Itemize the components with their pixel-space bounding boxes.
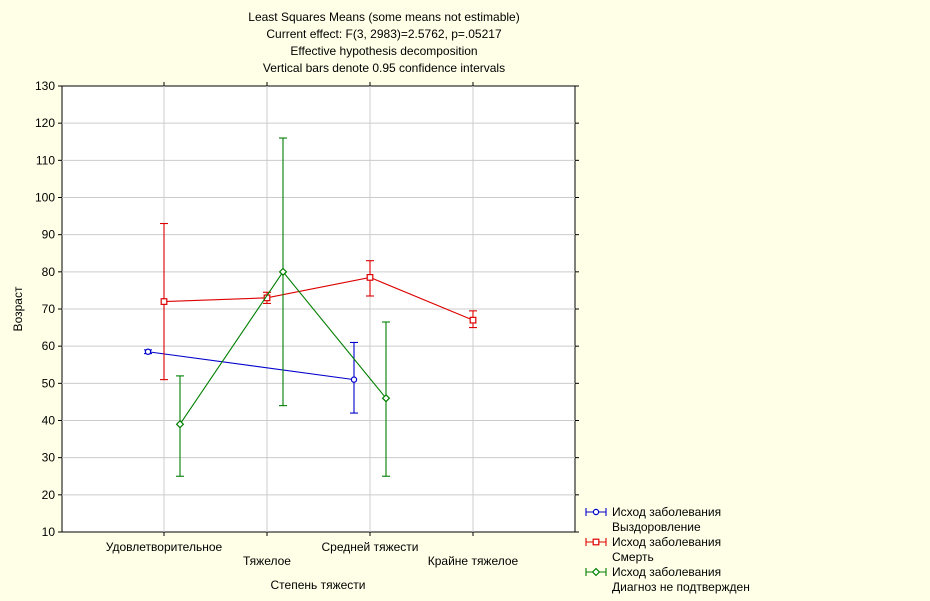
- y-tick-label: 40: [42, 414, 56, 428]
- x-axis-title: Степень тяжести: [271, 578, 366, 592]
- chart-title-line: Current effect: F(3, 2983)=2.5762, p=.05…: [266, 27, 502, 41]
- legend-marker-0: [592, 508, 600, 516]
- grid: [62, 86, 575, 532]
- y-axis: 10 20 30 40 50 60 70 80 90 100 110 120 130: [35, 79, 579, 539]
- legend-label: Исход заболевания: [612, 565, 721, 579]
- data-point: [366, 274, 374, 281]
- data-point: [350, 376, 358, 383]
- y-tick-label: 120: [35, 116, 55, 130]
- y-axis-title: Возраст: [11, 286, 25, 331]
- chart-title-line: Vertical bars denote 0.95 confidence int…: [263, 61, 505, 75]
- legend-sublabel: Диагноз не подтвержден: [612, 580, 750, 594]
- x-tick-label: Удовлетворительное: [106, 540, 223, 554]
- chart-title-block: Least Squares Means (some means not esti…: [248, 10, 519, 75]
- y-tick-label: 100: [35, 191, 55, 205]
- x-tick-label: Средней тяжести: [322, 540, 419, 554]
- y-tick-label: 60: [42, 339, 56, 353]
- data-point: [278, 267, 288, 277]
- series-0: [144, 341, 358, 414]
- series-line: [163, 276, 474, 321]
- chart-title-line: Effective hypothesis decomposition: [290, 44, 477, 58]
- data-point: [175, 419, 185, 429]
- y-tick-label: 130: [35, 79, 55, 93]
- axis-labels: Степень тяжести Возраст: [11, 286, 365, 592]
- y-tick-label: 50: [42, 376, 56, 390]
- legend-sublabel: Выздоровление: [612, 520, 701, 534]
- data-point: [144, 348, 152, 355]
- x-tick-label: Крайне тяжелое: [428, 554, 519, 568]
- legend-label: Исход заболевания: [612, 535, 721, 549]
- x-axis: Удовлетворительное Тяжелое Средней тяжести…: [106, 82, 519, 568]
- y-tick-label: 90: [42, 228, 56, 242]
- y-tick-label: 30: [42, 451, 56, 465]
- legend-label: Исход заболевания: [612, 505, 721, 519]
- y-tick-label: 70: [42, 302, 56, 316]
- legend-marker-1: [592, 538, 600, 546]
- x-tick-label: Тяжелое: [243, 554, 291, 568]
- data-point: [381, 393, 391, 403]
- series-1: [160, 222, 477, 381]
- y-tick-label: 10: [42, 525, 56, 539]
- legend-sublabel: Смерть: [612, 550, 654, 564]
- chart-title-line: Least Squares Means (some means not esti…: [248, 10, 519, 24]
- series-2: [175, 137, 391, 477]
- series-group: [144, 137, 477, 477]
- series-line: [147, 351, 355, 381]
- y-tick-label: 80: [42, 265, 56, 279]
- data-point: [160, 298, 168, 305]
- y-tick-label: 20: [42, 488, 56, 502]
- y-tick-label: 110: [36, 153, 55, 167]
- legend-marker-2: [591, 567, 601, 577]
- data-point: [469, 316, 477, 324]
